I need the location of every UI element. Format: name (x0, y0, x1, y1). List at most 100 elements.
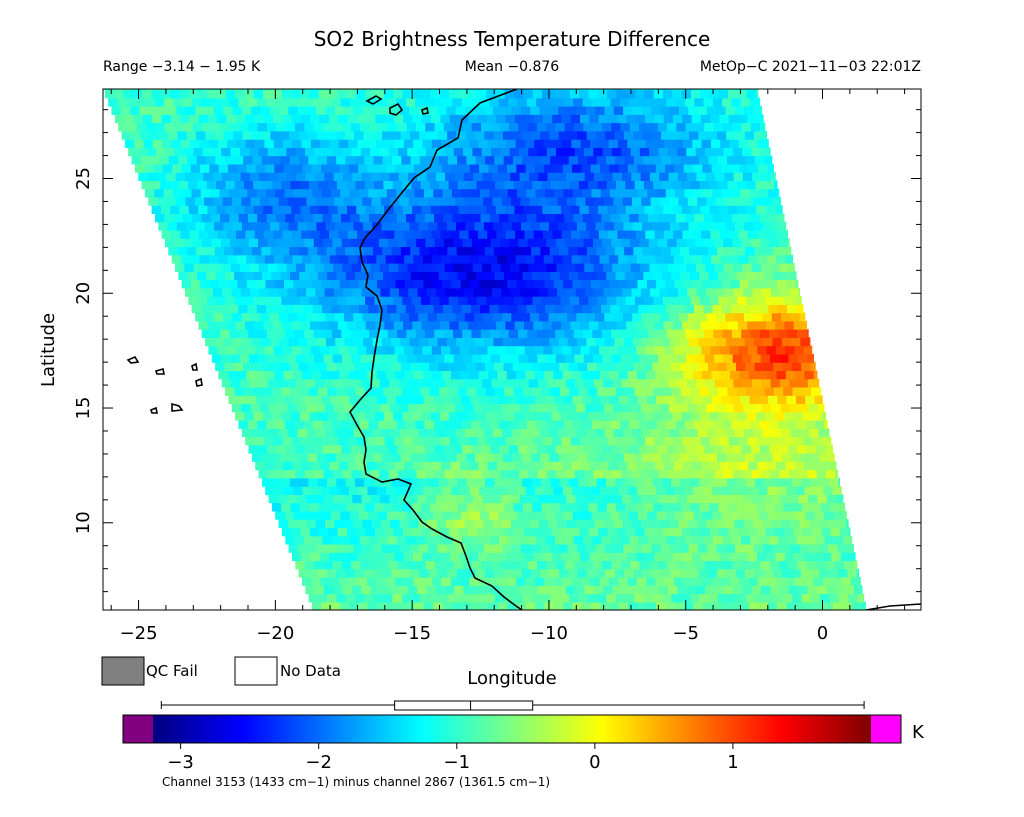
swath-cell (829, 593, 840, 603)
swath-cell (545, 304, 556, 314)
swath-cell (799, 428, 810, 438)
swath-cell (689, 155, 700, 165)
swath-cell (716, 337, 727, 347)
swath-cell (700, 320, 711, 330)
swath-cell (558, 221, 569, 231)
swath-cell (646, 486, 657, 495)
swath-cell (562, 370, 573, 380)
swath-cell (436, 89, 447, 91)
swath-cell (362, 89, 372, 91)
swath-cell (368, 420, 379, 429)
swath-cell (438, 155, 449, 165)
swath-cell (278, 196, 289, 206)
swath-cell (159, 155, 170, 165)
swath-cell (659, 519, 670, 528)
swath-cell (743, 89, 754, 91)
swath-cell (768, 304, 779, 314)
swath-cell (214, 221, 224, 231)
swath-cell (696, 585, 706, 595)
swath-cell (561, 345, 572, 355)
swath-cell (781, 337, 792, 347)
swath-cell (596, 477, 607, 487)
swath-cell (781, 312, 791, 322)
swath-cell (570, 411, 580, 421)
swath-cell (770, 378, 781, 388)
swath-cell (143, 139, 154, 148)
swath-cell (374, 527, 385, 537)
swath-cell (381, 543, 392, 553)
swath-cell (425, 353, 436, 363)
swath-cell (715, 172, 725, 181)
swath-cell (398, 263, 409, 272)
swath-cell (613, 403, 624, 413)
swath-cell (511, 519, 521, 528)
swath-cell (289, 246, 300, 256)
swath-cell (373, 362, 384, 371)
swath-cell (732, 238, 743, 248)
swath-cell (311, 461, 321, 471)
swath-cell (804, 576, 815, 586)
swath-cell (179, 89, 190, 99)
swath-cell (389, 585, 399, 595)
swath-cell (316, 312, 326, 322)
swath-cell (566, 196, 577, 206)
swath-cell (704, 329, 714, 338)
swath-cell (289, 477, 300, 487)
swath-cell (706, 106, 717, 115)
swath-cell (505, 320, 516, 330)
swath-cell (739, 576, 749, 586)
swath-cell (154, 97, 165, 107)
swath-cell (483, 543, 494, 553)
swath-cell (599, 576, 610, 586)
swath-cell (420, 477, 430, 487)
swath-cell (318, 502, 329, 512)
swath-cell (187, 155, 198, 165)
swath-cell (285, 420, 295, 429)
swath-cell (329, 461, 340, 471)
swath-cell (740, 420, 751, 429)
swath-cell (782, 453, 792, 462)
swath-cell (729, 576, 740, 586)
swath-cell (404, 370, 415, 380)
swath-cell (239, 147, 250, 157)
swath-cell (708, 477, 719, 487)
swath-cell (747, 345, 758, 355)
swath-cell (455, 403, 465, 413)
swath-cell (435, 147, 446, 157)
swath-cell (312, 510, 323, 520)
swath-cell (703, 188, 713, 198)
swath-cell (256, 279, 266, 289)
swath-cell (567, 337, 578, 347)
swath-cell (505, 527, 516, 537)
swath-cell (416, 469, 427, 479)
swath-cell (719, 436, 730, 446)
swath-cell (169, 180, 180, 190)
swath-cell (402, 527, 413, 537)
swath-cell (236, 345, 247, 355)
swath-cell (581, 601, 592, 610)
swath-cell (287, 494, 298, 504)
swath-cell (558, 543, 569, 553)
swath-cell (301, 345, 312, 355)
swath-cell (633, 337, 643, 347)
swath-cell (306, 287, 316, 297)
swath-cell (759, 97, 761, 107)
swath-cell (685, 213, 696, 223)
swath-cell (384, 411, 394, 421)
swath-cell (388, 444, 398, 454)
swath-cell (637, 279, 648, 289)
swath-cell (814, 395, 823, 405)
swath-cell (370, 263, 381, 272)
swath-cell (358, 279, 369, 289)
swath-cell (649, 494, 660, 504)
swath-cell (460, 254, 470, 264)
swath-cell (686, 560, 696, 570)
swath-cell (536, 444, 547, 454)
swath-cell (350, 97, 360, 107)
swath-cell (711, 370, 722, 380)
swath-cell (813, 461, 824, 471)
swath-cell (213, 89, 223, 91)
swath-cell (173, 97, 184, 107)
swath-cell (521, 130, 532, 140)
swath-cell (441, 576, 452, 586)
